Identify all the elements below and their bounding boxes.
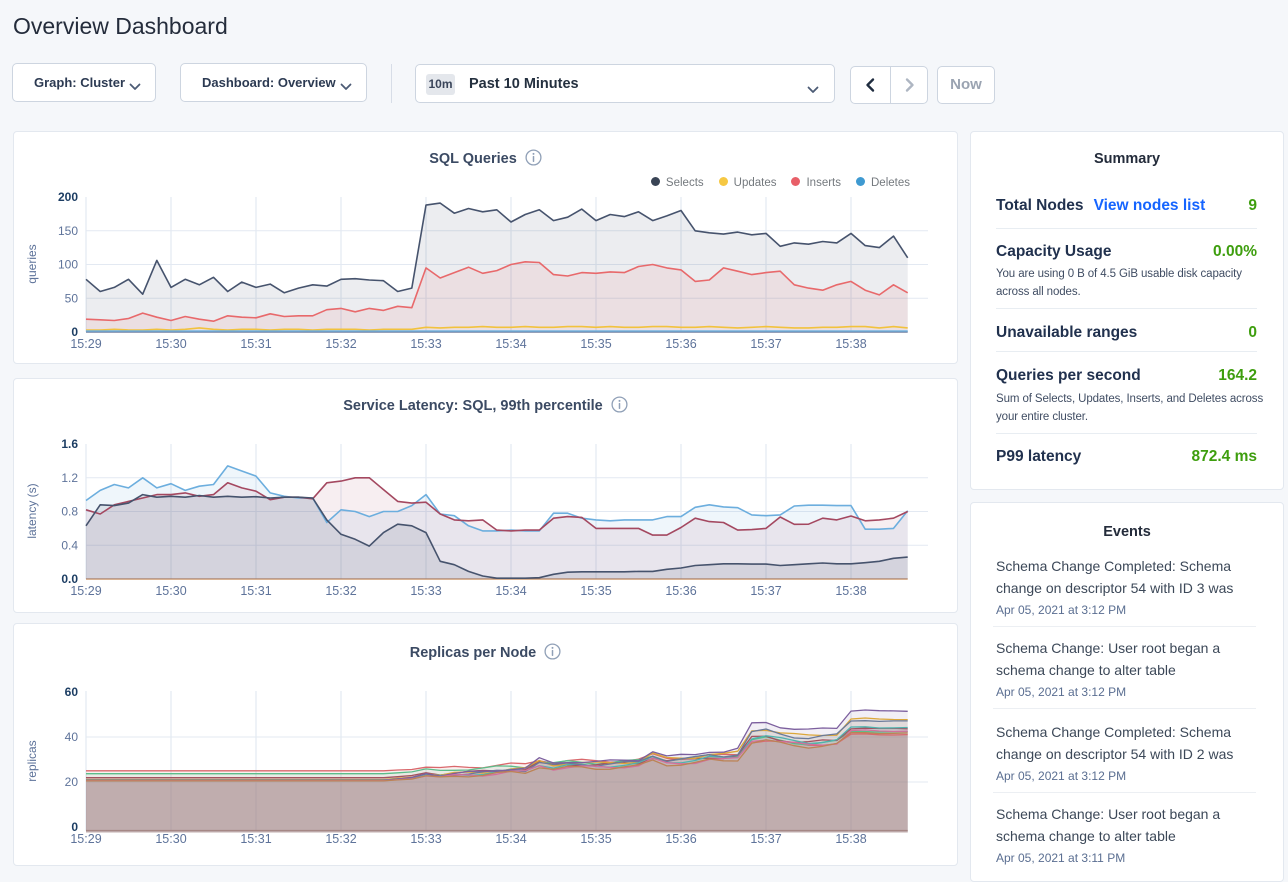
svg-text:15:31: 15:31 xyxy=(240,584,271,598)
svg-text:200: 200 xyxy=(58,190,78,204)
svg-text:0: 0 xyxy=(71,325,78,339)
svg-text:100: 100 xyxy=(58,258,78,272)
svg-text:15:29: 15:29 xyxy=(70,832,101,846)
svg-text:0.8: 0.8 xyxy=(61,505,78,519)
svg-text:queries: queries xyxy=(25,244,39,283)
svg-text:15:36: 15:36 xyxy=(665,337,696,351)
svg-text:15:37: 15:37 xyxy=(750,832,781,846)
svg-text:replicas: replicas xyxy=(25,740,39,781)
svg-text:15:32: 15:32 xyxy=(325,337,356,351)
svg-text:15:34: 15:34 xyxy=(495,832,526,846)
svg-text:0.0: 0.0 xyxy=(61,572,78,586)
svg-text:15:34: 15:34 xyxy=(495,584,526,598)
svg-text:15:38: 15:38 xyxy=(835,584,866,598)
svg-text:0: 0 xyxy=(71,820,78,834)
svg-text:15:29: 15:29 xyxy=(70,584,101,598)
svg-text:15:32: 15:32 xyxy=(325,832,356,846)
svg-text:15:35: 15:35 xyxy=(580,584,611,598)
svg-text:15:37: 15:37 xyxy=(750,584,781,598)
svg-text:20: 20 xyxy=(65,775,79,789)
svg-text:15:34: 15:34 xyxy=(495,337,526,351)
svg-text:1.6: 1.6 xyxy=(61,437,78,451)
svg-text:15:30: 15:30 xyxy=(155,832,186,846)
svg-text:15:33: 15:33 xyxy=(410,832,441,846)
svg-text:15:37: 15:37 xyxy=(750,337,781,351)
svg-text:15:36: 15:36 xyxy=(665,832,696,846)
svg-text:15:38: 15:38 xyxy=(835,832,866,846)
svg-text:15:29: 15:29 xyxy=(70,337,101,351)
svg-text:60: 60 xyxy=(65,685,79,699)
svg-text:15:33: 15:33 xyxy=(410,337,441,351)
svg-text:15:31: 15:31 xyxy=(240,337,271,351)
svg-text:15:36: 15:36 xyxy=(665,584,696,598)
svg-text:15:30: 15:30 xyxy=(155,584,186,598)
svg-text:50: 50 xyxy=(65,291,79,305)
svg-text:0.4: 0.4 xyxy=(61,538,78,552)
svg-text:15:38: 15:38 xyxy=(835,337,866,351)
svg-text:15:32: 15:32 xyxy=(325,584,356,598)
svg-text:15:35: 15:35 xyxy=(580,832,611,846)
svg-text:15:35: 15:35 xyxy=(580,337,611,351)
svg-text:15:31: 15:31 xyxy=(240,832,271,846)
svg-text:150: 150 xyxy=(58,224,78,238)
svg-text:40: 40 xyxy=(65,730,79,744)
svg-text:15:33: 15:33 xyxy=(410,584,441,598)
svg-text:15:30: 15:30 xyxy=(155,337,186,351)
svg-text:1.2: 1.2 xyxy=(61,471,78,485)
svg-text:latency (s): latency (s) xyxy=(25,483,39,538)
